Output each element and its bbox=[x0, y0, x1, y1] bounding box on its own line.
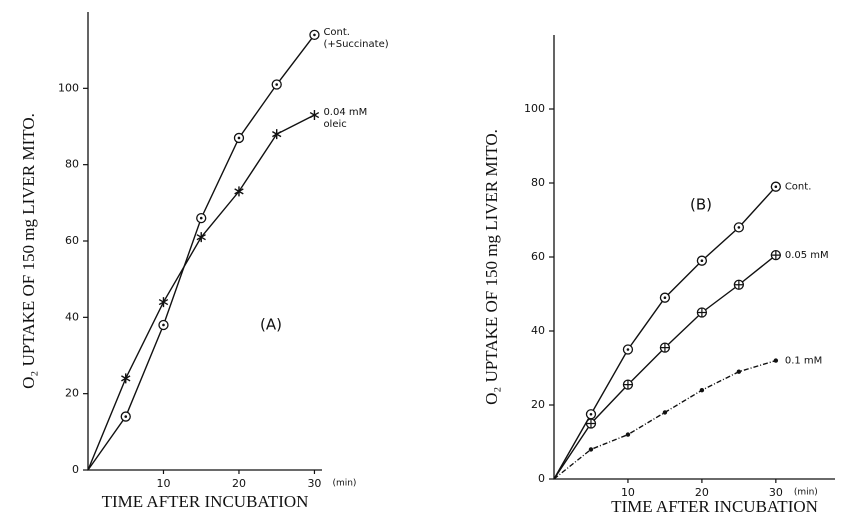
marker bbox=[158, 297, 169, 308]
marker-cross bbox=[586, 419, 596, 428]
marker-center bbox=[700, 259, 704, 263]
marker bbox=[196, 212, 207, 224]
marker-center bbox=[124, 415, 128, 418]
panel-label: (A) bbox=[260, 316, 282, 334]
y-tick-label: 20 bbox=[65, 387, 79, 400]
marker-cross bbox=[660, 343, 670, 353]
legend-label: 0.05 mM bbox=[785, 250, 829, 261]
x-tick-label: 20 bbox=[695, 486, 709, 499]
panel-label: (B) bbox=[690, 196, 712, 214]
marker-cross bbox=[697, 308, 707, 317]
marker bbox=[309, 29, 320, 41]
marker bbox=[733, 222, 745, 233]
y-tick-label: 80 bbox=[65, 158, 79, 171]
marker bbox=[696, 307, 708, 318]
marker-center bbox=[237, 136, 241, 140]
marker bbox=[272, 129, 282, 140]
legend-label: 0.04 mM bbox=[323, 107, 367, 118]
marker bbox=[625, 432, 631, 437]
legend-note: oleic bbox=[323, 119, 346, 130]
y-tick-label: 80 bbox=[531, 176, 545, 189]
x-axis-label: TIME AFTER INCUBATION bbox=[611, 497, 818, 516]
marker bbox=[659, 292, 671, 303]
x-tick-label: 20 bbox=[232, 477, 246, 490]
marker bbox=[770, 181, 781, 192]
legend-note: (+Succinate) bbox=[323, 39, 388, 50]
legend-label: Cont. bbox=[323, 27, 350, 38]
y-tick-label: 40 bbox=[65, 310, 79, 323]
marker-center bbox=[589, 412, 593, 416]
y-axis-label: O₂ UPTAKE OF 150 mg LIVER MITO. bbox=[19, 113, 38, 389]
marker-center bbox=[275, 83, 279, 86]
marker bbox=[733, 279, 745, 290]
marker bbox=[271, 79, 282, 90]
marker bbox=[158, 319, 169, 331]
marker-center bbox=[313, 33, 316, 37]
marker-center bbox=[199, 216, 203, 220]
marker bbox=[588, 447, 594, 452]
marker bbox=[736, 369, 742, 374]
axes bbox=[87, 12, 322, 471]
y-axis-label: O₂ UPTAKE OF 150 mg LIVER MITO. bbox=[482, 129, 501, 405]
marker bbox=[770, 249, 781, 261]
x-tick-label: 30 bbox=[307, 477, 321, 490]
marker-cross bbox=[734, 280, 744, 290]
series-line bbox=[87, 34, 316, 471]
marker-center bbox=[663, 296, 667, 300]
marker bbox=[120, 411, 131, 422]
y-tick-label: 0 bbox=[538, 472, 545, 485]
marker bbox=[233, 132, 245, 144]
marker-cross bbox=[771, 250, 781, 260]
marker bbox=[234, 186, 244, 197]
marker-center bbox=[162, 323, 165, 327]
marker bbox=[659, 342, 671, 353]
x-tick-label: 10 bbox=[621, 486, 635, 499]
marker-center bbox=[737, 226, 741, 229]
y-tick-label: 60 bbox=[65, 234, 79, 247]
marker bbox=[121, 373, 131, 384]
marker bbox=[699, 388, 705, 393]
marker-center bbox=[774, 185, 778, 188]
marker bbox=[696, 255, 708, 266]
y-tick-label: 100 bbox=[524, 102, 545, 115]
x-axis-label: TIME AFTER INCUBATION bbox=[102, 492, 309, 511]
y-tick-label: 20 bbox=[531, 398, 545, 411]
x-unit: (min) bbox=[794, 488, 818, 498]
y-tick-label: 100 bbox=[58, 81, 79, 94]
x-tick-label: 30 bbox=[769, 486, 783, 499]
marker bbox=[585, 409, 597, 420]
marker bbox=[622, 344, 634, 355]
y-tick-label: 40 bbox=[531, 324, 545, 337]
legend-label: Cont. bbox=[785, 182, 812, 193]
x-tick-label: 10 bbox=[156, 477, 170, 490]
y-tick-label: 60 bbox=[531, 250, 545, 263]
marker bbox=[622, 379, 634, 390]
marker-cross bbox=[623, 380, 633, 390]
marker bbox=[662, 410, 668, 415]
series-line bbox=[553, 254, 777, 480]
marker bbox=[773, 358, 779, 363]
legend-label: 0.1 mM bbox=[785, 356, 822, 367]
y-tick-label: 0 bbox=[72, 463, 79, 476]
marker bbox=[585, 418, 597, 429]
marker bbox=[196, 232, 206, 243]
marker-center bbox=[626, 348, 630, 351]
x-unit: (min) bbox=[332, 479, 356, 489]
marker bbox=[309, 110, 320, 121]
